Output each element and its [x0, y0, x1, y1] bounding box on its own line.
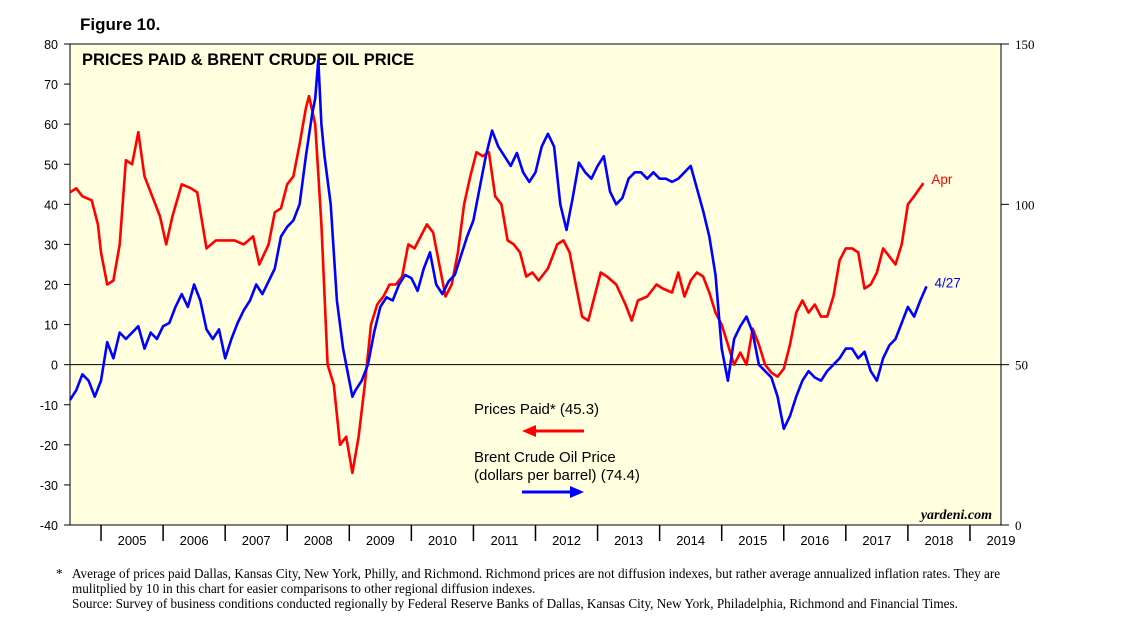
- prices-paid-end-label: Apr: [931, 172, 953, 187]
- left-tick-label: 20: [44, 279, 58, 293]
- left-tick-label: -10: [40, 399, 58, 413]
- left-tick-label: 10: [44, 319, 58, 333]
- year-label: 2014: [676, 533, 705, 548]
- year-label: 2008: [304, 533, 333, 548]
- right-tick-label: 150: [1015, 37, 1035, 52]
- year-label: 2013: [614, 533, 643, 548]
- footnote-source: Source: Survey of business conditions co…: [72, 596, 958, 611]
- chart-title: PRICES PAID & BRENT CRUDE OIL PRICE: [82, 51, 414, 69]
- left-tick-label: 0: [51, 359, 58, 373]
- figure-label: Figure 10.: [80, 15, 160, 34]
- left-tick-label: -40: [40, 519, 58, 533]
- right-tick-label: 50: [1015, 358, 1028, 373]
- year-label: 2015: [738, 533, 767, 548]
- year-label: 2016: [800, 533, 829, 548]
- year-label: 2005: [118, 533, 147, 548]
- year-label: 2006: [180, 533, 209, 548]
- year-label: 2009: [366, 533, 395, 548]
- plot-area: [69, 43, 1002, 526]
- left-tick-label: 80: [44, 38, 58, 52]
- left-tick-label: 30: [44, 238, 58, 252]
- left-tick-label: -20: [40, 439, 58, 453]
- brent-crude-series-line: [68, 58, 928, 431]
- prices-paid-series-line: [69, 94, 925, 475]
- watermark: yardeni.com: [919, 508, 992, 523]
- year-label: 2007: [242, 533, 271, 548]
- left-tick-label: 40: [44, 198, 58, 212]
- brent-end-label: 4/27: [935, 275, 961, 290]
- year-label: 2018: [924, 533, 953, 548]
- left-tick-label: 50: [44, 158, 58, 172]
- legend-red-arrow: [522, 425, 584, 437]
- year-label: 2017: [862, 533, 891, 548]
- right-tick-label: 0: [1015, 518, 1022, 533]
- chart-figure: Figure 10. PRICES PAID & BRENT CRUDE OIL…: [40, 15, 1035, 548]
- left-tick-label: 70: [44, 78, 58, 92]
- year-label: 2012: [552, 533, 581, 548]
- footnote-star: *: [56, 566, 63, 581]
- legend-brent-line1: Brent Crude Oil Price: [474, 449, 616, 466]
- year-label: 2019: [987, 533, 1016, 548]
- left-tick-label: 60: [44, 118, 58, 132]
- year-label: 2011: [490, 533, 518, 548]
- footnote: * Average of prices paid Dallas, Kansas …: [56, 566, 1056, 611]
- legend-prices-paid: Prices Paid* (45.3): [474, 401, 599, 418]
- legend-brent-line2: (dollars per barrel) (74.4): [474, 467, 640, 484]
- footnote-text: Average of prices paid Dallas, Kansas Ci…: [72, 566, 1001, 596]
- legend-blue-arrow: [522, 486, 584, 498]
- left-tick-label: -30: [40, 479, 58, 493]
- right-tick-label: 100: [1015, 197, 1035, 212]
- year-label: 2010: [428, 533, 457, 548]
